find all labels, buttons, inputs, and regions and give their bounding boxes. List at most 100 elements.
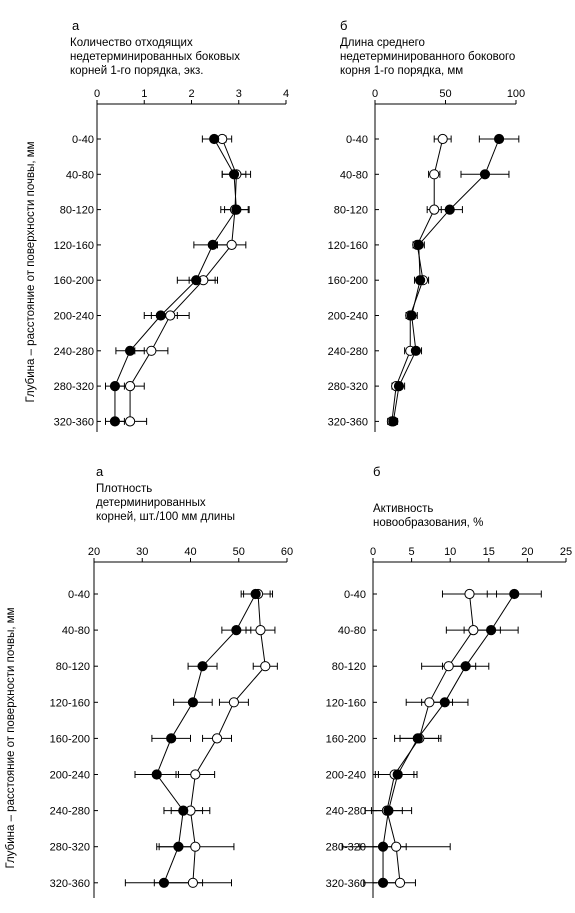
y-tick-label: 160-200 <box>54 275 94 287</box>
x-tick-label: 20 <box>88 546 100 558</box>
data-point-open <box>146 345 157 356</box>
y-tick-label: 200-240 <box>54 311 94 323</box>
data-point-open <box>443 661 454 672</box>
y-tick-label: 160-200 <box>326 733 366 745</box>
panel-title-line: Активность <box>373 503 433 515</box>
data-point-open <box>394 877 406 888</box>
data-point-filled <box>388 416 399 427</box>
data-point-filled <box>439 697 450 708</box>
data-point-open <box>190 841 201 852</box>
panel-title-line: Количество отходящих <box>70 37 193 49</box>
y-tick-label: 320-360 <box>50 878 90 890</box>
panel-title-line: корня 1-го порядка, мм <box>340 65 463 77</box>
chart-panel-4: б Активность новообразования, % 0 5 10 15 20 25 0… <box>326 464 572 898</box>
x-tick-label: 50 <box>439 88 451 100</box>
y-axis-label-top: Глубина – расстояние от поверхности почв… <box>25 141 37 402</box>
data-point-open <box>190 769 201 780</box>
panel-title-line: корней, шт./100 мм длины <box>96 511 235 523</box>
data-point-filled <box>444 204 455 215</box>
y-tick-label: 280-320 <box>54 381 94 393</box>
data-point-filled <box>509 588 520 600</box>
data-point-filled <box>383 805 394 816</box>
data-point-filled <box>158 877 170 888</box>
data-point-filled <box>250 588 261 600</box>
data-point-filled <box>207 239 218 250</box>
y-tick-label: 40-80 <box>340 169 368 181</box>
panel-title-line: недетерминированного бокового <box>340 51 515 63</box>
x-tick-label: 10 <box>444 546 456 558</box>
data-point-filled <box>166 733 177 744</box>
chart-panel-3: а Плотность детерминированных корней, шт./1… <box>50 464 293 898</box>
data-point-open <box>124 381 136 392</box>
data-point-filled <box>187 697 199 708</box>
data-point-filled <box>392 769 403 780</box>
data-point-open <box>464 588 475 600</box>
y-tick-label: 0-40 <box>344 589 366 601</box>
y-tick-label: 280-320 <box>50 842 90 854</box>
data-point-filled <box>155 310 166 321</box>
data-point-filled <box>197 661 208 672</box>
x-tick-label: 3 <box>236 88 242 100</box>
data-point-open <box>226 239 237 250</box>
data-point-filled <box>173 841 184 852</box>
series-line-filled <box>114 138 237 422</box>
y-tick-label: 40-80 <box>66 169 94 181</box>
y-tick-label: 240-280 <box>50 806 90 818</box>
y-tick-label: 320-360 <box>54 416 94 428</box>
data-point-filled <box>231 204 242 215</box>
y-tick-label: 40-80 <box>338 625 366 637</box>
y-tick-label: 280-320 <box>328 381 368 393</box>
data-point-open <box>211 733 223 744</box>
data-point-open <box>429 204 440 215</box>
x-tick-label: 30 <box>136 546 148 558</box>
data-point-open <box>468 625 479 636</box>
data-point-open <box>228 697 240 708</box>
y-tick-label: 240-280 <box>328 346 368 358</box>
data-point-open <box>424 697 435 708</box>
data-point-filled <box>486 625 497 636</box>
y-tick-label: 160-200 <box>50 733 90 745</box>
data-point-filled <box>109 381 121 392</box>
panel-title-line: детерминированных <box>96 497 206 509</box>
y-tick-label: 40-80 <box>62 625 90 637</box>
y-tick-label: 240-280 <box>54 346 94 358</box>
x-tick-label: 0 <box>372 88 378 100</box>
x-tick-label: 60 <box>281 546 293 558</box>
x-tick-label: 5 <box>409 546 415 558</box>
y-tick-label: 280-320 <box>326 842 366 854</box>
panel-letter: б <box>373 464 380 479</box>
y-tick-label: 120-160 <box>50 697 90 709</box>
y-tick-label: 80-120 <box>56 661 90 673</box>
y-axis-label-bottom: Глубина – расстояние от поверхности почв… <box>5 607 17 868</box>
data-point-filled <box>178 805 189 816</box>
data-point-filled <box>377 841 389 852</box>
y-tick-label: 200-240 <box>50 770 90 782</box>
y-tick-label: 120-160 <box>54 240 94 252</box>
chart-panel-1: а Количество отходящих недетерминированных… <box>54 18 289 432</box>
data-point-filled <box>412 733 423 744</box>
y-tick-label: 80-120 <box>332 661 366 673</box>
data-point-filled <box>124 345 136 356</box>
data-point-filled <box>393 381 405 392</box>
data-point-open <box>124 416 136 427</box>
data-point-open <box>165 310 176 321</box>
data-point-filled <box>460 661 471 672</box>
x-tick-label: 4 <box>283 88 289 100</box>
panel-title-line: Длина среднего <box>340 37 425 49</box>
chart-panel-2: б Длина среднего недетерминированного боко… <box>328 18 525 432</box>
data-point-filled <box>377 877 389 888</box>
data-point-filled <box>413 239 424 250</box>
y-tick-label: 0-40 <box>346 134 368 146</box>
data-point-filled <box>406 310 417 321</box>
data-point-filled <box>191 275 202 286</box>
x-tick-label: 100 <box>507 88 525 100</box>
data-point-open <box>255 625 266 636</box>
y-tick-label: 320-360 <box>328 416 368 428</box>
data-point-open <box>391 841 402 852</box>
y-tick-label: 200-240 <box>326 770 366 782</box>
panel-title-line: недетерминированных боковых <box>70 51 240 63</box>
y-tick-label: 320-360 <box>326 878 366 890</box>
data-point-filled <box>415 275 426 286</box>
data-point-filled <box>479 169 491 180</box>
